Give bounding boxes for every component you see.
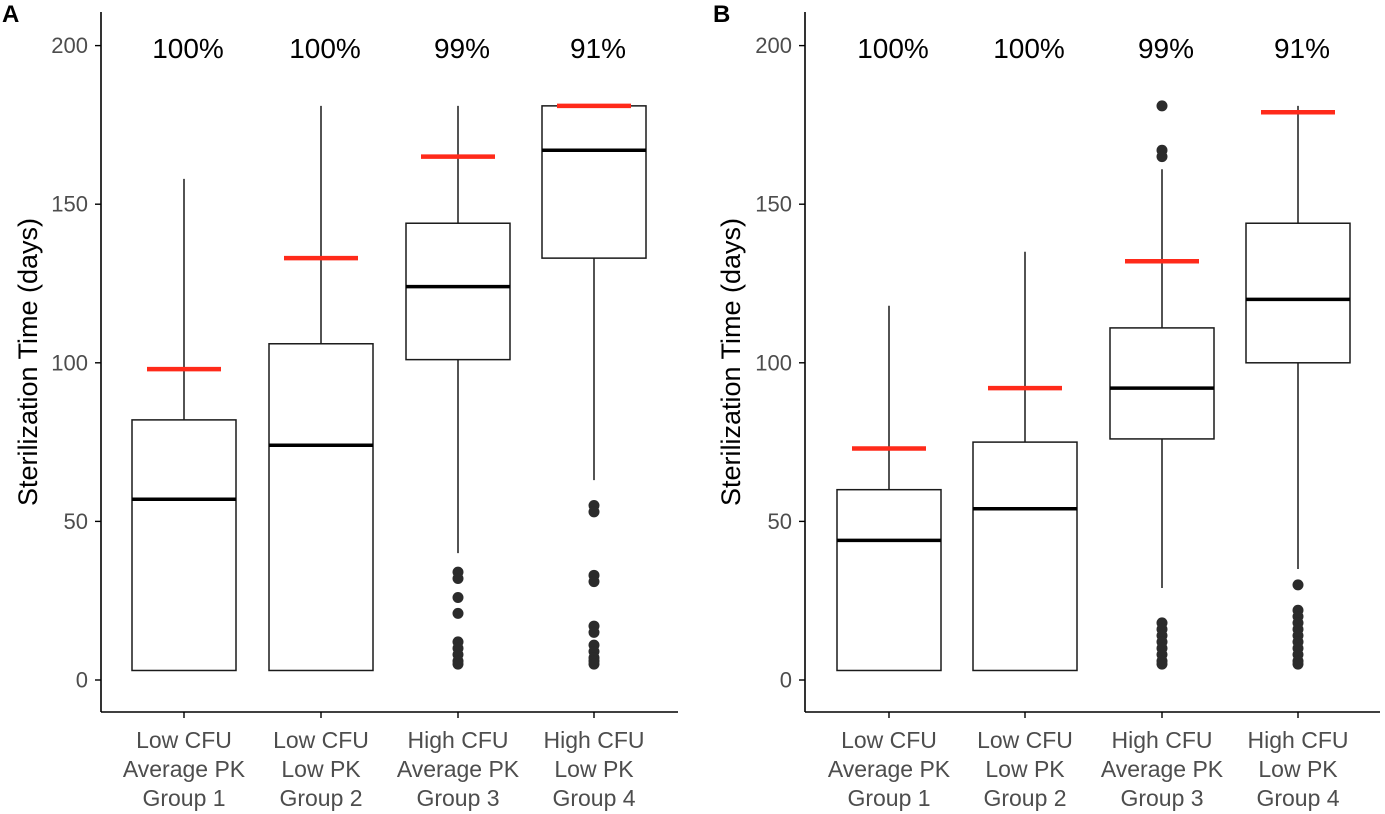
box-group-1: 100% Low CFU Average PK Group 1 bbox=[123, 33, 246, 811]
iqr-box bbox=[972, 441, 1078, 672]
category-label: Group 4 bbox=[1256, 785, 1339, 811]
y-tick-label: 150 bbox=[51, 192, 88, 217]
outlier-point bbox=[588, 658, 600, 670]
box-group-1: 100% Low CFU Average PK Group 1 bbox=[828, 33, 951, 811]
category-label: Average PK bbox=[397, 756, 520, 782]
panel-label: B bbox=[713, 1, 730, 28]
iqr-box bbox=[541, 105, 647, 259]
outlier-point bbox=[452, 607, 464, 619]
outlier-point bbox=[452, 592, 464, 604]
y-tick-label: 0 bbox=[76, 668, 88, 693]
category-label: Group 1 bbox=[142, 785, 225, 811]
outlier-point bbox=[1156, 100, 1168, 112]
category-label: Low PK bbox=[281, 756, 361, 782]
category-label: Group 3 bbox=[1120, 785, 1203, 811]
category-label: Low CFU bbox=[977, 727, 1073, 753]
iqr-box bbox=[1245, 222, 1351, 364]
iqr-box bbox=[405, 222, 511, 361]
box-group-2: 100% Low CFU Low PK Group 2 bbox=[268, 33, 374, 811]
category-label: High CFU bbox=[408, 727, 509, 753]
panel-a: A Sterilization Time (days) 0 50 100 150 200 10… bbox=[2, 1, 678, 811]
box-group-4: 91% High CFU Low PK Group 4 bbox=[1245, 33, 1351, 811]
category-label: Low CFU bbox=[841, 727, 937, 753]
category-label: Group 3 bbox=[416, 785, 499, 811]
outlier-point bbox=[452, 658, 464, 670]
y-axis-title: Sterilization Time (days) bbox=[716, 218, 746, 506]
category-label: High CFU bbox=[1112, 727, 1213, 753]
percent-label: 91% bbox=[570, 33, 626, 64]
outlier-point bbox=[1292, 579, 1304, 591]
box-group-3: 99% High CFU Average PK Group 3 bbox=[397, 33, 520, 811]
y-tick-label: 0 bbox=[780, 668, 792, 693]
y-tick-label: 100 bbox=[755, 350, 792, 375]
outlier-point bbox=[1156, 151, 1168, 163]
box-group-4: 91% High CFU Low PK Group 4 bbox=[541, 33, 647, 811]
percent-label: 100% bbox=[993, 33, 1065, 64]
category-label: Low CFU bbox=[273, 727, 369, 753]
y-tick-label: 200 bbox=[755, 33, 792, 58]
outlier-point bbox=[452, 572, 464, 584]
percent-label: 100% bbox=[857, 33, 929, 64]
iqr-box bbox=[131, 419, 237, 672]
percent-label: 100% bbox=[289, 33, 361, 64]
panel-label: A bbox=[2, 1, 19, 28]
y-tick-label: 50 bbox=[64, 509, 88, 534]
percent-label: 100% bbox=[152, 33, 224, 64]
box-group-2: 100% Low CFU Low PK Group 2 bbox=[972, 33, 1078, 811]
y-tick-label: 200 bbox=[51, 33, 88, 58]
category-label: Average PK bbox=[1101, 756, 1224, 782]
category-label: High CFU bbox=[544, 727, 645, 753]
box-group-3: 99% High CFU Average PK Group 3 bbox=[1101, 33, 1224, 811]
outlier-point bbox=[1156, 658, 1168, 670]
iqr-box bbox=[1109, 327, 1215, 440]
outlier-point bbox=[588, 576, 600, 588]
iqr-box bbox=[268, 343, 374, 672]
panel-b: B Sterilization Time (days) 0 50 100 150 200 10… bbox=[713, 1, 1380, 811]
category-label: Group 2 bbox=[983, 785, 1066, 811]
category-label: Low CFU bbox=[136, 727, 232, 753]
iqr-box bbox=[836, 488, 942, 672]
category-label: Low PK bbox=[1258, 756, 1338, 782]
category-label: Average PK bbox=[123, 756, 246, 782]
y-tick-label: 150 bbox=[755, 192, 792, 217]
y-axis-title: Sterilization Time (days) bbox=[13, 218, 43, 506]
category-label: Low PK bbox=[554, 756, 634, 782]
percent-label: 99% bbox=[434, 33, 490, 64]
percent-label: 99% bbox=[1138, 33, 1194, 64]
category-label: High CFU bbox=[1248, 727, 1349, 753]
category-label: Group 1 bbox=[847, 785, 930, 811]
category-label: Average PK bbox=[828, 756, 951, 782]
percent-label: 91% bbox=[1274, 33, 1330, 64]
category-label: Group 4 bbox=[552, 785, 635, 811]
outlier-point bbox=[1292, 658, 1304, 670]
outlier-point bbox=[588, 626, 600, 638]
y-tick-label: 50 bbox=[768, 509, 792, 534]
category-label: Low PK bbox=[985, 756, 1065, 782]
y-tick-label: 100 bbox=[51, 350, 88, 375]
outlier-point bbox=[588, 506, 600, 518]
category-label: Group 2 bbox=[279, 785, 362, 811]
